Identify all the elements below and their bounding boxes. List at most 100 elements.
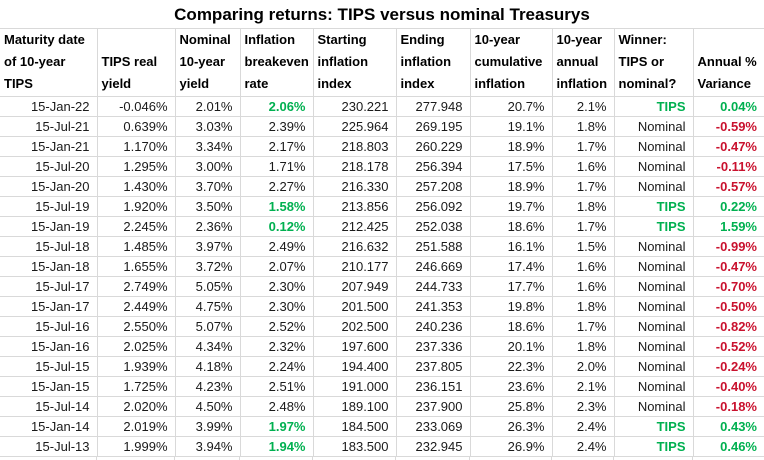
cell-nominal_yield: 4.34% <box>175 336 241 357</box>
cell-tips_real_yield: 1.920% <box>97 196 176 217</box>
cell-annual_inflation: 1.8% <box>552 336 615 357</box>
cell-cumulative_inflation: 17.4% <box>470 256 553 277</box>
cell-breakeven: 2.52% <box>240 316 314 337</box>
cell-annual_inflation: 2.4% <box>552 436 615 457</box>
cell-cumulative_inflation: 18.6% <box>470 316 553 337</box>
cell-tips_real_yield: 2.025% <box>97 336 176 357</box>
table-row: 15-Jan-15 1.725% 4.23% 2.51% 191.000 236.151 2… <box>0 376 764 397</box>
cell-maturity: 15-Jul-13 <box>0 436 98 457</box>
cell-winner: TIPS <box>614 216 694 237</box>
cell-cumulative_inflation: 19.1% <box>470 116 553 137</box>
cell-nominal_yield: 3.72% <box>175 256 241 277</box>
cell-winner: Nominal <box>614 236 694 257</box>
cell-ending_index: 269.195 <box>396 116 471 137</box>
cell-tips_real_yield: 2.550% <box>97 316 176 337</box>
column-header-starting_index: Starting inflation index <box>313 28 397 97</box>
cell-ending_index: 237.900 <box>396 396 471 417</box>
cell-ending_index: 252.038 <box>396 216 471 237</box>
cell-winner: Nominal <box>614 296 694 317</box>
cell-nominal_yield: 3.00% <box>175 156 241 177</box>
cell-maturity: 15-Jan-19 <box>0 216 98 237</box>
cell-variance: -0.50% <box>693 296 764 317</box>
cell-variance: -0.70% <box>693 276 764 297</box>
cell-tips_real_yield: 1.430% <box>97 176 176 197</box>
table-row: 15-Jul-13 1.999% 3.94% 1.94% 183.500 232.945 2… <box>0 436 764 457</box>
cell-variance: -0.47% <box>693 136 764 157</box>
cell-nominal_yield: 4.18% <box>175 356 241 377</box>
cell-cumulative_inflation: 25.8% <box>470 396 553 417</box>
cell-winner: Nominal <box>614 276 694 297</box>
table-row: 15-Jul-15 1.939% 4.18% 2.24% 194.400 237.805 2… <box>0 356 764 377</box>
cell-ending_index: 256.394 <box>396 156 471 177</box>
cell-variance: -0.11% <box>693 156 764 177</box>
cell-starting_index: 218.178 <box>313 156 397 177</box>
cell-winner: TIPS <box>614 196 694 217</box>
cell-maturity: 15-Jul-16 <box>0 316 98 337</box>
table-row: 15-Jul-20 1.295% 3.00% 1.71% 218.178 256.394 1… <box>0 156 764 177</box>
cell-maturity: 15-Jul-14 <box>0 396 98 417</box>
cell-ending_index: 246.669 <box>396 256 471 277</box>
cell-cumulative_inflation: 26.9% <box>470 436 553 457</box>
cell-annual_inflation: 1.8% <box>552 296 615 317</box>
cell-annual_inflation: 2.1% <box>552 96 615 117</box>
table-header-row: Maturity date of 10-year TIPS TIPS real y… <box>0 28 764 97</box>
cell-breakeven: 0.12% <box>240 216 314 237</box>
cell-nominal_yield: 2.01% <box>175 96 241 117</box>
cell-variance: 0.22% <box>693 196 764 217</box>
cell-variance: -0.57% <box>693 176 764 197</box>
cell-variance: 1.59% <box>693 216 764 237</box>
cell-tips_real_yield: 2.245% <box>97 216 176 237</box>
cell-cumulative_inflation: 16.1% <box>470 236 553 257</box>
cell-maturity: 15-Jan-22 <box>0 96 98 117</box>
cell-cumulative_inflation: 18.9% <box>470 136 553 157</box>
cell-maturity: 15-Jul-15 <box>0 356 98 377</box>
cell-winner: Nominal <box>614 176 694 197</box>
cell-maturity: 15-Jan-21 <box>0 136 98 157</box>
cell-nominal_yield: 5.07% <box>175 316 241 337</box>
table-row: 15-Jul-18 1.485% 3.97% 2.49% 216.632 251.588 1… <box>0 236 764 257</box>
cell-winner: Nominal <box>614 156 694 177</box>
cell-starting_index: 230.221 <box>313 96 397 117</box>
column-header-annual_inflation: 10-year annual inflation <box>552 28 615 97</box>
cell-winner: TIPS <box>614 416 694 437</box>
cell-ending_index: 257.208 <box>396 176 471 197</box>
cell-tips_real_yield: 1.485% <box>97 236 176 257</box>
cell-winner: Nominal <box>614 356 694 377</box>
cell-annual_inflation: 1.6% <box>552 256 615 277</box>
column-header-breakeven: Inflation breakeven rate <box>240 28 314 97</box>
cell-tips_real_yield: 1.170% <box>97 136 176 157</box>
cell-ending_index: 232.945 <box>396 436 471 457</box>
cell-annual_inflation: 1.5% <box>552 236 615 257</box>
cell-nominal_yield: 3.70% <box>175 176 241 197</box>
cell-breakeven: 2.27% <box>240 176 314 197</box>
cell-breakeven: 2.17% <box>240 136 314 157</box>
cell-maturity: 15-Jan-14 <box>0 416 98 437</box>
cell-ending_index: 237.805 <box>396 356 471 377</box>
cell-winner: Nominal <box>614 336 694 357</box>
cell-breakeven: 2.24% <box>240 356 314 377</box>
cell-starting_index: 218.803 <box>313 136 397 157</box>
cell-variance: -0.18% <box>693 396 764 417</box>
cell-tips_real_yield: 1.655% <box>97 256 176 277</box>
table-row: 15-Jul-17 2.749% 5.05% 2.30% 207.949 244.733 1… <box>0 276 764 297</box>
cell-winner: Nominal <box>614 376 694 397</box>
cell-breakeven: 2.48% <box>240 396 314 417</box>
cell-breakeven: 1.71% <box>240 156 314 177</box>
cell-tips_real_yield: 1.295% <box>97 156 176 177</box>
cell-variance: -0.40% <box>693 376 764 397</box>
cell-starting_index: 210.177 <box>313 256 397 277</box>
cell-nominal_yield: 4.75% <box>175 296 241 317</box>
cell-nominal_yield: 3.99% <box>175 416 241 437</box>
cell-nominal_yield: 3.97% <box>175 236 241 257</box>
cell-breakeven: 2.07% <box>240 256 314 277</box>
cell-tips_real_yield: -0.046% <box>97 96 176 117</box>
cell-breakeven: 2.51% <box>240 376 314 397</box>
table-row: 15-Jan-22 -0.046% 2.01% 2.06% 230.221 277.948… <box>0 96 764 117</box>
cell-cumulative_inflation: 19.7% <box>470 196 553 217</box>
cell-maturity: 15-Jul-21 <box>0 116 98 137</box>
cell-annual_inflation: 1.6% <box>552 156 615 177</box>
cell-annual_inflation: 2.4% <box>552 416 615 437</box>
column-header-tips_real_yield: TIPS real yield <box>97 28 176 97</box>
cell-cumulative_inflation: 19.8% <box>470 296 553 317</box>
cell-cumulative_inflation: 17.7% <box>470 276 553 297</box>
